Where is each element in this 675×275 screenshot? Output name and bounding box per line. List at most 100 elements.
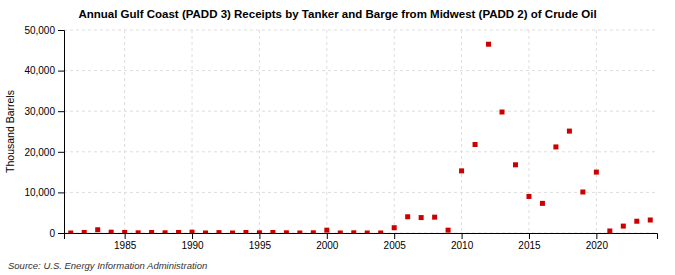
- grid-line: [192, 30, 193, 233]
- point: [648, 218, 653, 223]
- point: [513, 162, 518, 167]
- point: [82, 230, 87, 233]
- point: [540, 201, 545, 206]
- x-axis: 1985 1990 1995 2000 2005 2010 2015 2020: [65, 233, 658, 251]
- point: [580, 189, 585, 194]
- point: [216, 230, 221, 233]
- y-label: Thousand Barrels: [4, 90, 16, 173]
- grid-line: [64, 70, 657, 71]
- grid-line: [528, 30, 529, 233]
- point: [432, 215, 437, 220]
- tick-mark: [192, 233, 193, 239]
- point: [351, 230, 356, 233]
- point: [594, 170, 599, 175]
- tick-mark: [58, 233, 64, 234]
- tick-label: 2015: [518, 240, 541, 251]
- tick-mark: [259, 233, 260, 239]
- point: [257, 230, 262, 233]
- tick-mark: [394, 233, 395, 239]
- point: [405, 214, 410, 219]
- grid-line: [64, 192, 657, 193]
- tick-mark: [58, 71, 64, 72]
- tick: 30,000: [24, 106, 64, 117]
- tick: 2010: [451, 233, 474, 251]
- grid-line: [596, 30, 597, 233]
- grid-line: [64, 30, 657, 31]
- tick-label: 2020: [586, 240, 609, 251]
- tick-label: 50,000: [24, 25, 55, 36]
- tick: 1985: [114, 233, 137, 251]
- tick: 20,000: [24, 147, 64, 158]
- tick-mark: [125, 233, 126, 239]
- tick-label: 2005: [384, 240, 407, 251]
- tick-mark: [327, 233, 328, 239]
- tick: 2015: [518, 233, 541, 251]
- point: [338, 231, 343, 234]
- point: [190, 230, 195, 233]
- tick-mark: [58, 111, 64, 112]
- axis-line: [65, 234, 658, 240]
- point: [203, 231, 208, 234]
- point: [163, 230, 168, 233]
- tick-label: 1995: [249, 240, 272, 251]
- tick: 40,000: [24, 65, 64, 76]
- grid-line: [124, 30, 125, 233]
- point: [270, 230, 275, 233]
- point: [621, 224, 626, 229]
- point: [324, 228, 329, 233]
- point: [459, 168, 464, 173]
- tick-mark: [462, 233, 463, 239]
- point: [553, 144, 558, 149]
- tick-mark: [58, 192, 64, 193]
- source: Source: U.S. Energy Information Administ…: [8, 260, 207, 271]
- point: [122, 230, 127, 233]
- tick-mark: [529, 233, 530, 239]
- point: [311, 230, 316, 233]
- point: [284, 230, 289, 233]
- tick-mark: [58, 152, 64, 153]
- tick: 2020: [586, 233, 609, 251]
- point: [567, 129, 572, 134]
- point: [446, 228, 451, 233]
- point: [526, 194, 531, 199]
- tick-label: 2010: [451, 240, 474, 251]
- point: [230, 231, 235, 234]
- grid: [64, 30, 657, 233]
- point: [243, 230, 248, 233]
- grid-line: [64, 151, 657, 152]
- grid-line: [394, 30, 395, 233]
- tick-label: 1990: [181, 240, 204, 251]
- y-axis: 0 10,000 20,000 30,000 40,000 50,000: [24, 25, 64, 239]
- grid-line: [64, 111, 657, 112]
- point: [297, 231, 302, 234]
- tick-label: 40,000: [24, 65, 55, 76]
- tick-label: 20,000: [24, 147, 55, 158]
- point: [109, 230, 114, 233]
- point: [500, 110, 505, 115]
- tick: 10,000: [24, 187, 64, 198]
- point: [419, 215, 424, 220]
- tick-label: 10,000: [24, 187, 55, 198]
- title: Annual Gulf Coast (PADD 3) Receipts by T…: [78, 8, 596, 20]
- tick-label: 2000: [316, 240, 339, 251]
- tick: 1990: [181, 233, 204, 251]
- tick: 50,000: [24, 25, 64, 36]
- tick-mark: [596, 233, 597, 239]
- tick-mark: [58, 30, 64, 31]
- tick-label: 30,000: [24, 106, 55, 117]
- point: [392, 225, 397, 230]
- point: [634, 219, 639, 224]
- points: [68, 42, 653, 233]
- point: [486, 42, 491, 47]
- tick: 0: [49, 228, 64, 239]
- point: [176, 230, 181, 233]
- chart: 1985 1990 1995 2000 2005 2010 2015 2020 0 10,000 2…: [0, 0, 675, 275]
- point: [365, 231, 370, 234]
- point: [136, 230, 141, 233]
- point: [378, 231, 383, 234]
- point: [95, 227, 100, 232]
- tick: 2000: [316, 233, 339, 251]
- point: [149, 230, 154, 233]
- grid-line: [326, 30, 327, 233]
- tick: 2005: [384, 233, 407, 251]
